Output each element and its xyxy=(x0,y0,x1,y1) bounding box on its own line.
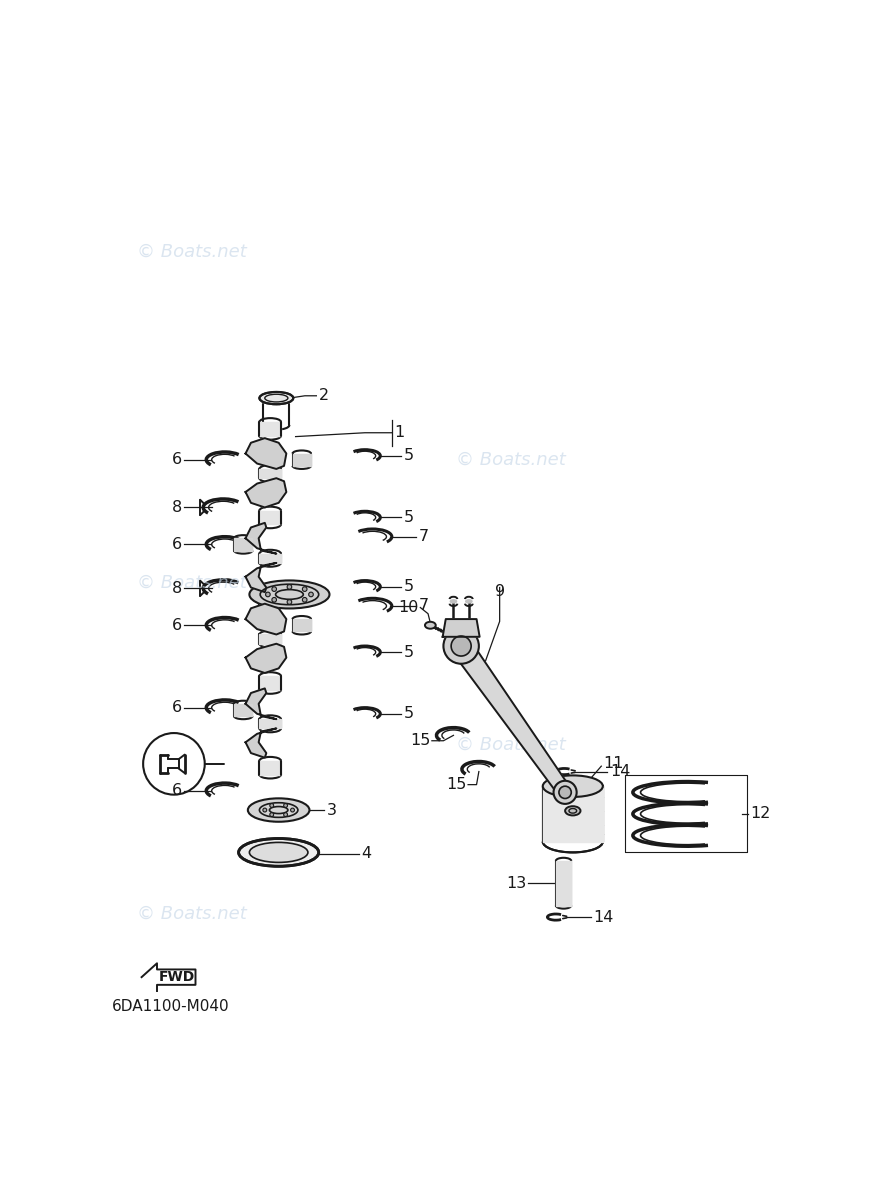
Circle shape xyxy=(554,781,577,804)
Text: 15: 15 xyxy=(446,778,467,792)
Text: 5: 5 xyxy=(403,510,414,524)
Circle shape xyxy=(287,584,292,589)
Text: 2: 2 xyxy=(319,389,328,403)
Text: © Boats.net: © Boats.net xyxy=(456,451,566,469)
Text: 6: 6 xyxy=(171,700,182,715)
Polygon shape xyxy=(543,786,603,841)
Polygon shape xyxy=(234,539,253,551)
Circle shape xyxy=(272,587,276,592)
Text: 1: 1 xyxy=(395,425,404,440)
Circle shape xyxy=(559,786,571,798)
Circle shape xyxy=(266,592,270,596)
Text: 14: 14 xyxy=(610,764,630,779)
Text: 13: 13 xyxy=(507,876,527,890)
Polygon shape xyxy=(246,523,276,553)
Text: 5: 5 xyxy=(403,644,414,660)
Circle shape xyxy=(290,808,295,812)
Text: 12: 12 xyxy=(750,806,770,821)
Text: 6: 6 xyxy=(171,618,182,632)
Text: 4: 4 xyxy=(361,846,371,862)
Ellipse shape xyxy=(565,806,580,816)
Text: 15: 15 xyxy=(410,733,430,749)
Text: FWD: FWD xyxy=(159,970,196,984)
Text: 5: 5 xyxy=(403,449,414,463)
Polygon shape xyxy=(246,689,276,719)
Polygon shape xyxy=(260,719,281,728)
Polygon shape xyxy=(246,728,276,757)
Circle shape xyxy=(308,592,314,596)
Circle shape xyxy=(283,812,288,816)
Polygon shape xyxy=(246,563,276,592)
Ellipse shape xyxy=(465,599,473,604)
Polygon shape xyxy=(293,454,311,466)
Circle shape xyxy=(302,587,307,592)
Circle shape xyxy=(269,812,274,816)
Polygon shape xyxy=(142,964,196,991)
Text: 5: 5 xyxy=(403,580,414,594)
Circle shape xyxy=(443,629,479,664)
Text: 9: 9 xyxy=(494,584,505,600)
Text: 6: 6 xyxy=(171,784,182,798)
Text: 10: 10 xyxy=(398,600,419,616)
Ellipse shape xyxy=(425,622,435,629)
Circle shape xyxy=(272,598,276,602)
Polygon shape xyxy=(293,619,311,631)
Polygon shape xyxy=(246,643,287,673)
Polygon shape xyxy=(260,510,281,524)
Text: 6: 6 xyxy=(171,452,182,467)
Polygon shape xyxy=(260,593,281,607)
Ellipse shape xyxy=(260,392,294,404)
Text: © Boats.net: © Boats.net xyxy=(456,736,566,754)
Circle shape xyxy=(269,804,274,808)
Polygon shape xyxy=(260,635,281,643)
Circle shape xyxy=(263,808,267,812)
Ellipse shape xyxy=(449,599,457,604)
Text: 11: 11 xyxy=(604,756,624,772)
Circle shape xyxy=(451,636,471,656)
Text: © Boats.net: © Boats.net xyxy=(136,242,247,260)
Polygon shape xyxy=(442,619,480,637)
Polygon shape xyxy=(246,438,287,469)
Ellipse shape xyxy=(249,581,329,608)
Polygon shape xyxy=(260,761,281,775)
Circle shape xyxy=(287,600,292,605)
Polygon shape xyxy=(246,478,287,508)
Text: © Boats.net: © Boats.net xyxy=(136,574,247,592)
Text: 8: 8 xyxy=(171,581,182,595)
Text: 6DA1100-M040: 6DA1100-M040 xyxy=(112,998,229,1014)
Polygon shape xyxy=(260,422,281,436)
Polygon shape xyxy=(556,860,571,906)
Circle shape xyxy=(302,598,307,602)
Ellipse shape xyxy=(239,839,319,866)
Ellipse shape xyxy=(248,798,309,822)
Polygon shape xyxy=(260,469,281,478)
Polygon shape xyxy=(260,676,281,690)
Text: 14: 14 xyxy=(593,910,614,924)
Polygon shape xyxy=(246,604,287,635)
Circle shape xyxy=(283,804,288,808)
Text: 5: 5 xyxy=(403,707,414,721)
Polygon shape xyxy=(453,640,571,797)
Text: © Boats.net: © Boats.net xyxy=(136,905,247,923)
Polygon shape xyxy=(260,553,281,563)
Text: 7: 7 xyxy=(419,529,429,544)
Ellipse shape xyxy=(543,775,603,797)
Text: 7: 7 xyxy=(419,599,429,613)
Text: 8: 8 xyxy=(171,500,182,515)
Text: 6: 6 xyxy=(171,536,182,552)
Text: 3: 3 xyxy=(327,803,336,817)
Ellipse shape xyxy=(249,842,308,863)
Polygon shape xyxy=(234,703,253,716)
